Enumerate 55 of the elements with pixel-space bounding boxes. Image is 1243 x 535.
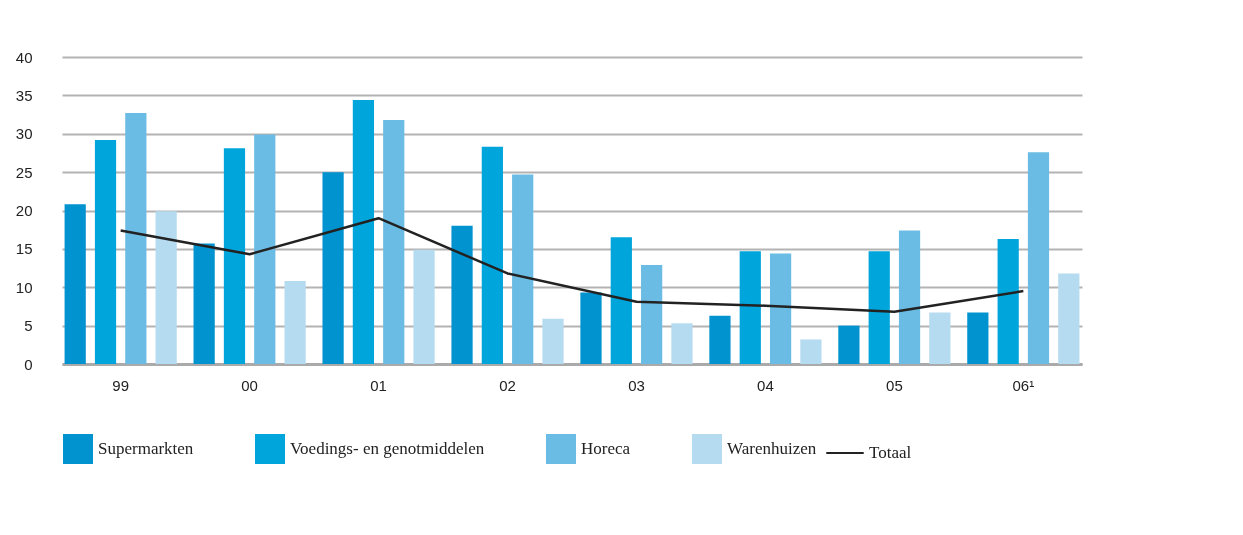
bar [254,134,276,364]
x-tick-label: 06¹ [1012,376,1035,394]
bar [94,139,117,364]
bar [739,251,761,364]
bar [481,146,503,364]
bar [413,249,435,364]
legend-label: Totaal [869,443,912,462]
x-tick-label: 03 [628,376,645,394]
x-tick-label: 99 [112,376,130,394]
bar [610,237,632,364]
x-tick-label: 02 [499,376,516,394]
bar [800,339,822,364]
bar [155,211,177,364]
legend-label: Horeca [581,439,631,458]
bar [223,148,246,364]
bar [193,243,215,364]
y-tick-label: 30 [15,125,33,143]
y-tick-label: 35 [15,86,33,104]
y-tick-label: 20 [15,202,33,219]
bar [64,204,86,364]
legend-label: Voedings- en genotmiddelen [290,439,485,458]
bar [898,230,921,364]
y-tick-label: 0 [24,355,33,373]
bar [580,292,602,364]
bar [838,325,860,364]
x-tick-label: 05 [886,376,903,394]
legend-label: Supermarkten [98,439,194,458]
bar [512,174,534,364]
bar [769,253,792,364]
bar [671,323,693,364]
bar [352,99,375,364]
bar [997,238,1019,364]
bar [709,315,731,364]
bar [929,312,951,364]
x-tick-label: 04 [757,376,774,394]
bar [284,281,306,364]
bar [451,225,473,364]
y-tick-label: 5 [24,317,33,335]
legend-label: Warenhuizen [727,439,817,458]
y-tick-label: 25 [15,163,33,181]
bar [383,119,405,364]
y-tick-label: 15 [15,240,33,258]
y-tick-label: 10 [15,278,33,296]
bar [868,251,890,364]
bar [322,172,344,364]
bar [967,312,989,364]
line-series [119,216,1025,314]
bar [1027,152,1050,364]
bar [1058,273,1080,364]
bar [542,318,564,364]
y-tick-label: 40 [15,48,33,66]
bar [125,113,147,364]
x-tick-label: 00 [241,376,258,394]
bar [641,264,663,364]
x-tick-label: 01 [370,376,387,394]
